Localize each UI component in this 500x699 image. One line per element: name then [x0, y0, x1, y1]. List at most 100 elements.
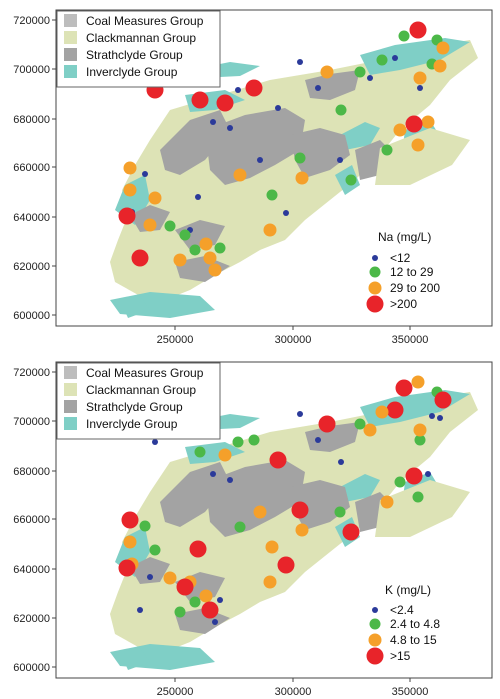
coal-measures-swatch	[64, 366, 77, 379]
k-y-tick-label: 700000	[13, 416, 50, 428]
k-geology-polygon-10	[305, 422, 360, 452]
k-sample-point	[149, 544, 161, 556]
na-sample-point	[405, 115, 423, 133]
na-sample-point	[398, 30, 410, 42]
na-sample-point	[208, 263, 222, 277]
k-geology-legend: Coal Measures Group Clackmannan Group St…	[56, 362, 221, 440]
na-geology-polygon-3	[340, 122, 380, 150]
k-y-axis: 720000 700000 680000 660000 640000 620000 6000…	[13, 367, 56, 674]
k-geology-polygon-12	[130, 557, 170, 584]
strathclyde-label: Strathclyde Group	[86, 48, 183, 62]
na-legend-title: Na (mg/L)	[378, 230, 431, 244]
na-sample-point	[199, 237, 213, 251]
na-y-tick-label: 640000	[13, 212, 50, 224]
na-sample-point	[367, 75, 373, 81]
k-y-tick-label: 620000	[13, 613, 50, 625]
k-sample-point	[386, 401, 404, 419]
k-sample-point	[210, 471, 216, 477]
k-x-tick-label: 250000	[157, 686, 194, 698]
k-sample-point	[318, 415, 336, 433]
k-sample-point	[147, 574, 153, 580]
k-class-4-symbol	[366, 647, 384, 665]
na-sample-point	[179, 229, 191, 241]
na-sample-point	[266, 189, 278, 201]
na-sample-point	[393, 123, 407, 137]
k-sample-point	[411, 375, 425, 389]
k-sample-point	[412, 491, 424, 503]
k-class-3-label: 4.8 to 15	[390, 633, 437, 647]
k-sample-point	[152, 439, 158, 445]
k-y-tick-label: 640000	[13, 564, 50, 576]
k-sample-point	[176, 578, 194, 596]
na-concentration-legend: Na (mg/L) <12 12 to 29 29 to 200 >200	[366, 230, 440, 313]
na-sample-point	[337, 157, 343, 163]
coal-measures-label: Coal Measures Group	[86, 366, 204, 380]
k-sample-point	[414, 434, 426, 446]
strathclyde-swatch	[64, 400, 77, 413]
k-sample-point	[354, 418, 366, 430]
k-sample-point	[334, 506, 346, 518]
na-sample-point	[173, 253, 187, 267]
k-sample-point	[437, 415, 443, 421]
na-sample-point	[143, 218, 157, 232]
k-map-frame	[55, 361, 493, 679]
na-sample-point	[263, 223, 277, 237]
k-sample-point	[227, 477, 233, 483]
na-inverclyde-south	[120, 296, 150, 318]
na-map-panel: 720000 700000 680000 660000 640000 620000 6000…	[0, 0, 500, 347]
coal-measures-label: Coal Measures Group	[86, 14, 204, 28]
na-class-2-label: 12 to 29	[390, 265, 434, 279]
na-sample-point	[315, 85, 321, 91]
k-sample-point	[380, 495, 394, 509]
na-y-tick-label: 620000	[13, 261, 50, 273]
k-sample-point	[218, 448, 232, 462]
k-class-1-label: <2.4	[390, 603, 414, 617]
clackmannan-swatch	[64, 383, 77, 396]
k-sample-point	[174, 606, 186, 618]
na-class-4-symbol	[366, 295, 384, 313]
na-sample-point	[257, 157, 263, 163]
na-geology-polygon-east	[375, 128, 470, 185]
k-sample-point	[405, 467, 423, 485]
na-sample-point	[436, 41, 450, 55]
inverclyde-label: Inverclyde Group	[86, 417, 178, 431]
na-sample-point	[191, 91, 209, 109]
k-sample-point	[137, 607, 143, 613]
na-sample-point	[164, 220, 176, 232]
k-inverclyde-south	[120, 648, 150, 670]
na-sample-point	[118, 207, 136, 225]
na-x-tick-label: 250000	[157, 334, 194, 346]
k-class-2-symbol	[369, 618, 381, 630]
k-sample-point	[199, 589, 213, 603]
na-sample-point	[354, 66, 366, 78]
na-sample-point	[413, 71, 427, 85]
k-sample-point	[277, 556, 295, 574]
na-y-tick-label: 660000	[13, 162, 50, 174]
k-y-tick-label: 720000	[13, 367, 50, 379]
na-class-1-symbol	[372, 255, 378, 261]
na-y-axis: 720000 700000 680000 660000 640000 620000 6000…	[13, 15, 56, 322]
na-sample-point	[233, 168, 247, 182]
k-sample-point	[189, 596, 201, 608]
k-class-4-label: >15	[390, 649, 411, 663]
k-geology-polygon-7	[160, 462, 230, 527]
k-x-tick-label: 300000	[275, 686, 312, 698]
na-geology-polygon-9	[290, 128, 350, 178]
na-sample-point	[131, 249, 149, 267]
na-class-3-symbol	[368, 281, 382, 295]
na-sample-point	[214, 242, 226, 254]
k-sample-point	[232, 436, 244, 448]
na-geology-polygon-14	[175, 256, 230, 282]
k-sample-point	[394, 476, 406, 488]
k-map-panel: 720000 700000 680000 660000 640000 620000 6000…	[0, 352, 500, 699]
k-sample-point	[121, 511, 139, 529]
na-sample-point	[421, 115, 435, 129]
k-sample-point	[201, 601, 219, 619]
na-y-tick-label: 720000	[13, 15, 50, 27]
k-sample-point	[248, 434, 260, 446]
na-geology-polygon-7	[160, 110, 230, 175]
k-sample-point	[291, 501, 309, 519]
k-sample-point	[139, 520, 151, 532]
na-sample-point	[381, 144, 393, 156]
k-y-tick-label: 680000	[13, 466, 50, 478]
